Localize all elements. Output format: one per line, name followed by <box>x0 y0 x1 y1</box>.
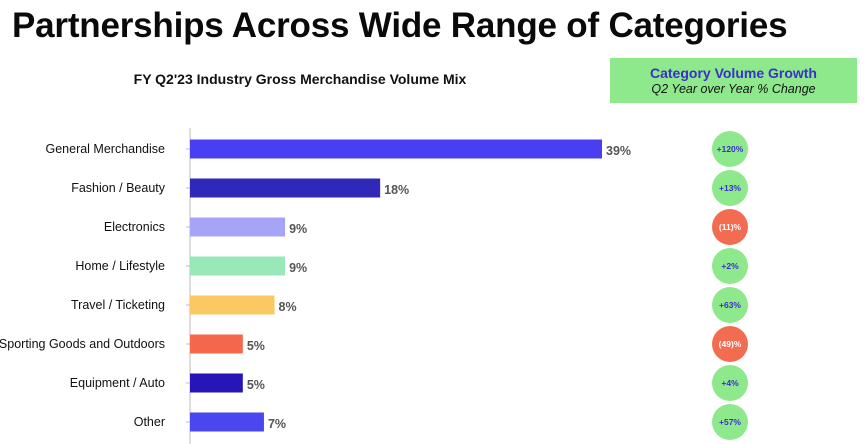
growth-circle-travel-ticketing <box>712 287 748 323</box>
page-title: Partnerships Across Wide Range of Catego… <box>12 6 788 45</box>
value-label-equipment-auto: 5% <box>247 378 265 392</box>
growth-circle-fashion-beauty <box>712 170 748 206</box>
category-label-equipment-auto: Equipment / Auto <box>70 376 165 390</box>
growth-circle-general-merchandise <box>712 131 748 167</box>
growth-label-home-lifestyle: +2% <box>721 261 739 271</box>
chart-title: FY Q2'23 Industry Gross Merchandise Volu… <box>133 71 467 87</box>
bar-sporting-goods-and-outdoors <box>190 334 243 354</box>
value-label-fashion-beauty: 18% <box>384 183 409 197</box>
growth-circle-equipment-auto <box>712 365 748 401</box>
growth-header-title: Category Volume Growth <box>650 65 817 81</box>
value-label-general-merchandise: 39% <box>606 144 631 158</box>
category-label-other: Other <box>134 415 165 429</box>
growth-label-sporting-goods-and-outdoors: (49)% <box>719 339 742 349</box>
category-label-fashion-beauty: Fashion / Beauty <box>71 181 166 195</box>
bar-fashion-beauty <box>190 178 381 198</box>
growth-label-travel-ticketing: +63% <box>719 300 741 310</box>
bar-travel-ticketing <box>190 295 275 315</box>
value-label-other: 7% <box>268 417 286 431</box>
category-label-travel-ticketing: Travel / Ticketing <box>71 298 165 312</box>
category-label-sporting-goods-and-outdoors: Sporting Goods and Outdoors <box>0 337 165 351</box>
category-label-home-lifestyle: Home / Lifestyle <box>75 259 165 273</box>
growth-label-equipment-auto: +4% <box>721 378 739 388</box>
value-label-home-lifestyle: 9% <box>289 261 307 275</box>
value-label-sporting-goods-and-outdoors: 5% <box>247 339 265 353</box>
bar-equipment-auto <box>190 373 243 393</box>
bar-other <box>190 412 264 432</box>
growth-circle-other <box>712 404 748 440</box>
value-label-electronics: 9% <box>289 222 307 236</box>
growth-header-subtitle: Q2 Year over Year % Change <box>651 82 816 96</box>
bar-home-lifestyle <box>190 256 286 276</box>
value-label-travel-ticketing: 8% <box>279 300 297 314</box>
growth-label-electronics: (11)% <box>719 222 742 232</box>
category-label-general-merchandise: General Merchandise <box>45 142 165 156</box>
category-label-electronics: Electronics <box>104 220 165 234</box>
growth-label-general-merchandise: +120% <box>717 144 744 154</box>
bar-electronics <box>190 217 286 237</box>
growth-header: Category Volume Growth Q2 Year over Year… <box>610 58 857 103</box>
growth-label-fashion-beauty: +13% <box>719 183 741 193</box>
growth-label-other: +57% <box>719 417 741 427</box>
growth-circle-home-lifestyle <box>712 248 748 284</box>
growth-circle-sporting-goods-and-outdoors <box>712 326 748 362</box>
bar-general-merchandise <box>190 139 602 159</box>
growth-circle-electronics <box>712 209 748 245</box>
